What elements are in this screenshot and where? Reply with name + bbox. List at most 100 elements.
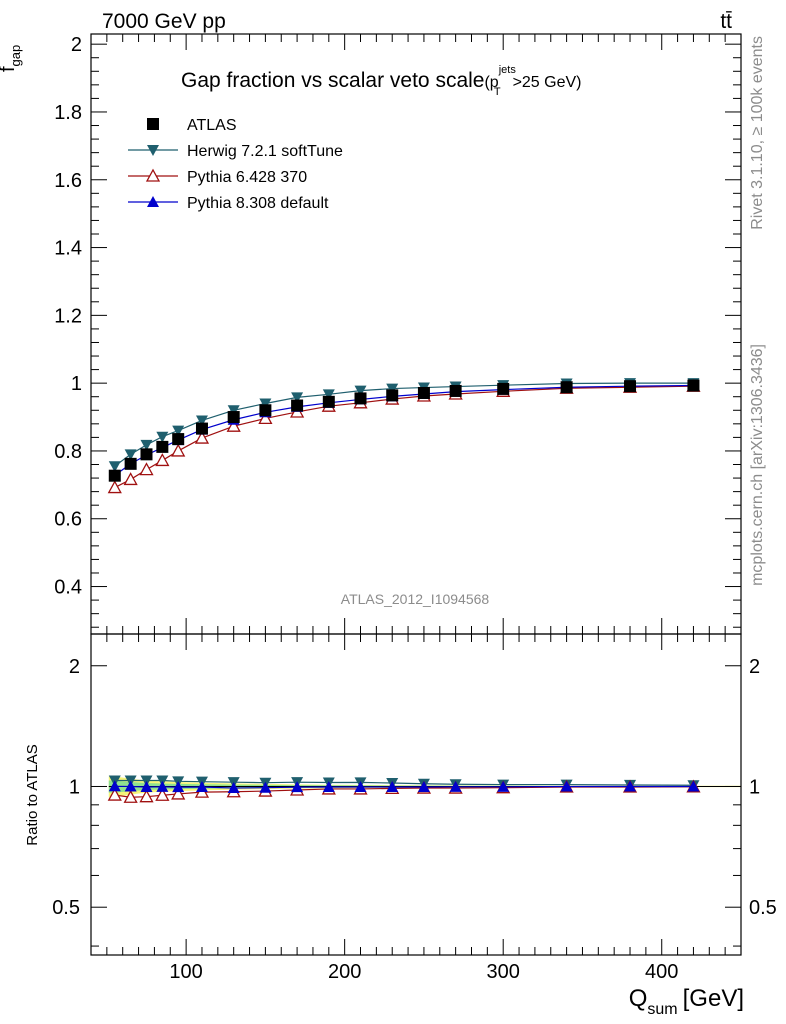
ratio-point-pythia-8-308-default [417, 781, 430, 793]
main-y-tick-label: 1.4 [54, 238, 82, 260]
main-point-herwig-7-2-1-softtune [386, 383, 399, 395]
legend-marker-pythia-6-428-370 [145, 168, 161, 182]
x-label-unit: [GeV] [683, 985, 744, 1012]
ratio-point-pythia-6-428-370 [155, 787, 170, 801]
legend-marker-atlas [147, 118, 159, 130]
main-point-atlas [386, 389, 399, 402]
main-point-atlas [259, 404, 272, 417]
main-point-pythia-6-428-370 [258, 411, 273, 425]
ratio-point-pythia-6-428-370 [139, 789, 154, 803]
main-point-atlas [560, 381, 573, 394]
ratio-y-tick-label-left: 2 [69, 656, 80, 678]
x-label-main: Q [629, 985, 648, 1012]
ratio-point-pythia-8-308-default [195, 781, 208, 793]
main-point-pythia-6-428-370 [139, 462, 154, 476]
analysis-label: ATLAS_2012_I1094568 [341, 591, 490, 607]
ratio-point-pythia-8-308-default [156, 780, 169, 792]
ratio-point-pythia-8-308-default [386, 781, 399, 793]
legend: ATLAS Herwig 7.2.1 softTune Pythia 6.428 3… [128, 117, 343, 212]
chart-title: Gap fraction vs scalar veto scale(pjets T… [181, 64, 582, 98]
legend-label-pythia-6-428-370: Pythia 6.428 370 [187, 169, 307, 186]
ratio-y-tick-label-right: 1 [749, 776, 760, 798]
main-point-atlas [417, 386, 430, 399]
main-point-herwig-7-2-1-softtune [291, 392, 304, 404]
ratio-point-pythia-6-428-370 [123, 789, 138, 803]
ratio-point-pythia-8-308-default [291, 781, 304, 793]
main-point-atlas [227, 411, 240, 424]
main-point-herwig-7-2-1-softtune [195, 415, 208, 427]
main-point-herwig-7-2-1-softtune [172, 425, 185, 437]
ratio-point-pythia-8-308-default [449, 780, 462, 792]
main-point-herwig-7-2-1-softtune [259, 398, 272, 410]
legend-label-atlas: ATLAS [187, 117, 237, 134]
main-point-atlas [354, 392, 367, 405]
ratio-point-pythia-6-428-370 [107, 787, 122, 801]
main-point-herwig-7-2-1-softtune [227, 405, 240, 417]
main-line-herwig-7-2-1-softtune [114, 382, 694, 467]
x-tick-label: 400 [645, 961, 678, 983]
ratio-y-axis-label: Ratio to ATLAS [24, 744, 41, 845]
main-point-atlas [291, 399, 304, 412]
title-sup: jets [498, 64, 517, 76]
title-paren: (p [484, 74, 498, 91]
main-y-label-sub: gap [8, 45, 23, 67]
main-y-tick-label: 0.4 [54, 577, 82, 599]
ratio-point-pythia-8-308-default [497, 780, 510, 792]
main-point-atlas [449, 384, 462, 397]
main-y-label-main: f [0, 66, 19, 72]
main-point-atlas [108, 469, 121, 482]
main-point-herwig-7-2-1-softtune [354, 385, 367, 397]
main-y-tick-label: 1 [71, 373, 82, 395]
main-y-tick-label: 1.8 [54, 102, 82, 124]
main-point-atlas [124, 457, 137, 470]
main-point-atlas [687, 379, 700, 392]
ratio-point-pythia-8-308-default [172, 781, 185, 793]
x-tick-label: 100 [169, 961, 202, 983]
ratio-point-pythia-8-308-default [259, 781, 272, 793]
main-point-atlas [172, 433, 185, 446]
main-point-atlas [195, 422, 208, 435]
main-point-pythia-6-428-370 [226, 418, 241, 432]
ratio-point-pythia-8-308-default [687, 780, 700, 792]
legend-label-herwig-7-2-1-softtune: Herwig 7.2.1 softTune [187, 143, 343, 160]
main-point-atlas [156, 440, 169, 453]
ratio-point-pythia-8-308-default [560, 780, 573, 792]
main-point-pythia-6-428-370 [107, 480, 122, 494]
process-label: tt̄ [720, 10, 732, 33]
main-point-herwig-7-2-1-softtune [124, 449, 137, 461]
ratio-point-herwig-7-2-1-softtune [140, 775, 153, 787]
x-tick-label: 200 [328, 961, 361, 983]
main-y-tick-label: 1.6 [54, 170, 82, 192]
ratio-frame [90, 633, 742, 956]
legend-label-pythia-8-308-default: Pythia 8.308 default [187, 195, 329, 212]
ratio-y-tick-label-left: 0.5 [52, 897, 80, 919]
ratio-point-pythia-8-308-default [227, 782, 240, 794]
mcplots-label: mcplots.cern.ch [arXiv:1306.3436] [749, 344, 766, 586]
main-y-tick-label: 0.6 [54, 509, 82, 531]
main-point-pythia-6-428-370 [123, 472, 138, 486]
main-y-label-text: fgap [0, 45, 23, 72]
main-point-atlas [140, 448, 153, 461]
main-y-tick-label: 2 [71, 34, 82, 56]
ratio-point-pythia-6-428-370 [171, 786, 186, 800]
main-point-atlas [322, 395, 335, 408]
legend-marker-herwig-7-2-1-softtune [147, 145, 159, 156]
ratio-y-tick-label-left: 1 [69, 776, 80, 798]
main-y-tick-label: 1.2 [54, 305, 82, 327]
rivet-label: Rivet 3.1.10, ≥ 100k events [749, 36, 766, 230]
ratio-panel: 100 200 300 400 0.5 0.5 1 1 2 2 [52, 633, 777, 983]
main-point-atlas [624, 380, 637, 393]
main-point-herwig-7-2-1-softtune [140, 439, 153, 451]
ratio-point-pythia-8-308-default [140, 781, 153, 793]
main-panel: 0.4 0.6 0.8 1 1.2 1.4 1.6 1.8 2 [54, 33, 742, 635]
main-point-pythia-6-428-370 [171, 443, 186, 457]
main-point-pythia-6-428-370 [194, 430, 210, 444]
main-point-atlas [497, 382, 510, 395]
ratio-point-pythia-8-308-default [108, 780, 121, 792]
ratio-point-pythia-8-308-default [322, 781, 335, 793]
ratio-point-pythia-8-308-default [354, 781, 367, 793]
energy-label: 7000 GeV pp [102, 10, 226, 33]
ratio-point-pythia-8-308-default [124, 780, 137, 792]
title-cut: >25 GeV) [513, 74, 582, 91]
